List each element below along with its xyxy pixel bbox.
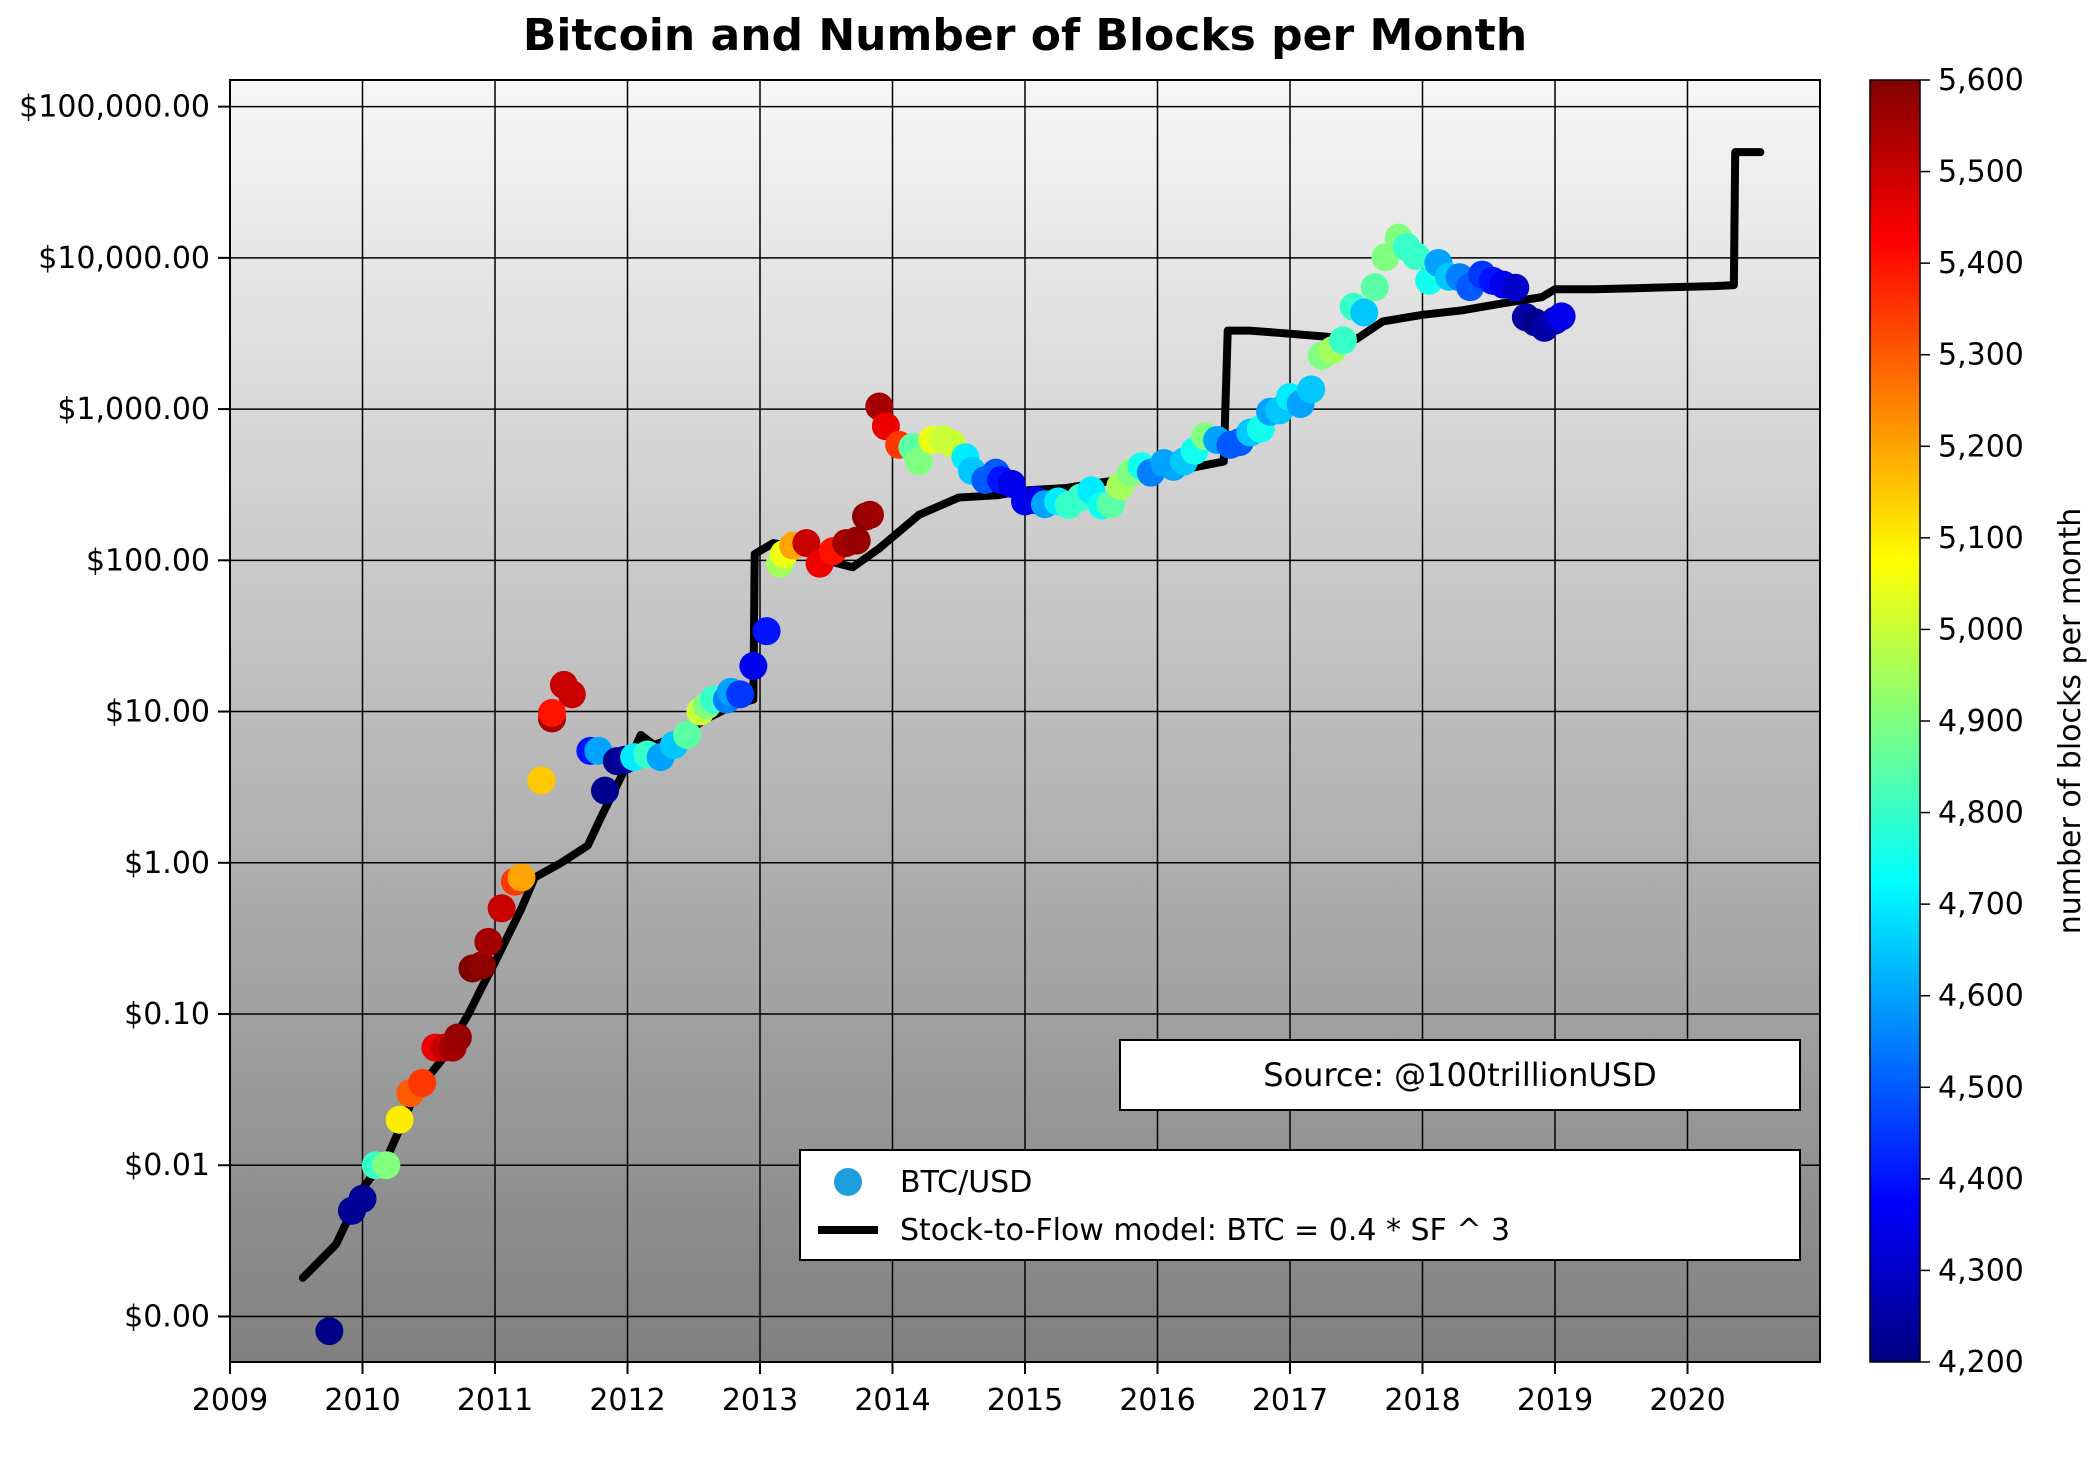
colorbar-tick-label: 4,200 (1938, 1345, 2024, 1380)
colorbar-tick-label: 5,300 (1938, 338, 2024, 373)
x-tick-label: 2015 (987, 1383, 1063, 1418)
x-tick-label: 2017 (1252, 1383, 1328, 1418)
y-tick-label: $10.00 (105, 695, 210, 730)
scatter-point (372, 1151, 400, 1179)
x-tick-label: 2014 (854, 1383, 930, 1418)
chart-svg: 2009 2010 2011 2012 2013 2014 2015 2016 2017 2018… (0, 0, 2095, 1462)
scatter-point (474, 928, 502, 956)
scatter-point (843, 527, 871, 555)
chart-title: Bitcoin and Number of Blocks per Month (523, 10, 1527, 61)
scatter-point (1350, 299, 1378, 327)
scatter-point (753, 617, 781, 645)
y-tick-label: $1.00 (124, 846, 210, 881)
colorbar-tick-label: 5,400 (1938, 246, 2024, 281)
scatter-point (856, 501, 884, 529)
scatter-point (591, 777, 619, 805)
y-tick-label: $10,000.00 (38, 241, 210, 276)
colorbar-tick-label: 4,500 (1938, 1070, 2024, 1105)
scatter-point (673, 721, 701, 749)
x-tick-label: 2009 (192, 1383, 268, 1418)
chart-container: 2009 2010 2011 2012 2013 2014 2015 2016 2017 2018… (0, 0, 2095, 1462)
scatter-point (408, 1069, 436, 1097)
scatter-point (726, 680, 754, 708)
colorbar-tick-label: 5,100 (1938, 521, 2024, 556)
scatter-point (1361, 273, 1389, 301)
scatter-point (315, 1317, 343, 1345)
colorbar-tick-label: 4,800 (1938, 796, 2024, 831)
colorbar-tick-label: 4,700 (1938, 887, 2024, 922)
scatter-point (1548, 302, 1576, 330)
source-text: Source: @100trillionUSD (1263, 1056, 1656, 1094)
scatter-point (527, 767, 555, 795)
x-tick-label: 2020 (1649, 1383, 1725, 1418)
scatter-point (1329, 326, 1357, 354)
y-tick-label: $100.00 (86, 543, 210, 578)
x-tick-label: 2012 (589, 1383, 665, 1418)
x-tick-label: 2018 (1384, 1383, 1460, 1418)
scatter-point (1501, 274, 1529, 302)
colorbar-tick-label: 5,200 (1938, 429, 2024, 464)
colorbar (1870, 80, 1920, 1362)
colorbar-tick-label: 4,400 (1938, 1162, 2024, 1197)
colorbar-tick-label: 4,900 (1938, 704, 2024, 739)
colorbar-axis-label: number of blocks per month (2053, 508, 2088, 935)
y-tick-label: $100,000.00 (19, 90, 210, 125)
y-tick-label: $1,000.00 (57, 392, 210, 427)
scatter-point (558, 680, 586, 708)
scatter-point (488, 894, 516, 922)
x-tick-label: 2013 (722, 1383, 798, 1418)
scatter-point (508, 863, 536, 891)
x-tick-label: 2016 (1119, 1383, 1195, 1418)
legend-label: Stock-to-Flow model: BTC = 0.4 * SF ^ 3 (900, 1213, 1510, 1248)
scatter-point (1297, 375, 1325, 403)
legend-marker (834, 1168, 862, 1196)
colorbar-tick-label: 4,300 (1938, 1253, 2024, 1288)
legend-label: BTC/USD (900, 1165, 1032, 1200)
x-tick-label: 2019 (1517, 1383, 1593, 1418)
y-tick-label: $0.10 (124, 997, 210, 1032)
x-tick-label: 2011 (457, 1383, 533, 1418)
x-tick-label: 2010 (324, 1383, 400, 1418)
scatter-point (386, 1106, 414, 1134)
scatter-point (349, 1185, 377, 1213)
y-tick-label: $0.01 (124, 1148, 210, 1183)
colorbar-tick-label: 5,600 (1938, 63, 2024, 98)
scatter-point (739, 652, 767, 680)
y-tick-label: $0.00 (124, 1299, 210, 1334)
scatter-point (444, 1023, 472, 1051)
colorbar-tick-label: 5,000 (1938, 612, 2024, 647)
colorbar-tick-label: 5,500 (1938, 155, 2024, 190)
colorbar-tick-label: 4,600 (1938, 979, 2024, 1014)
